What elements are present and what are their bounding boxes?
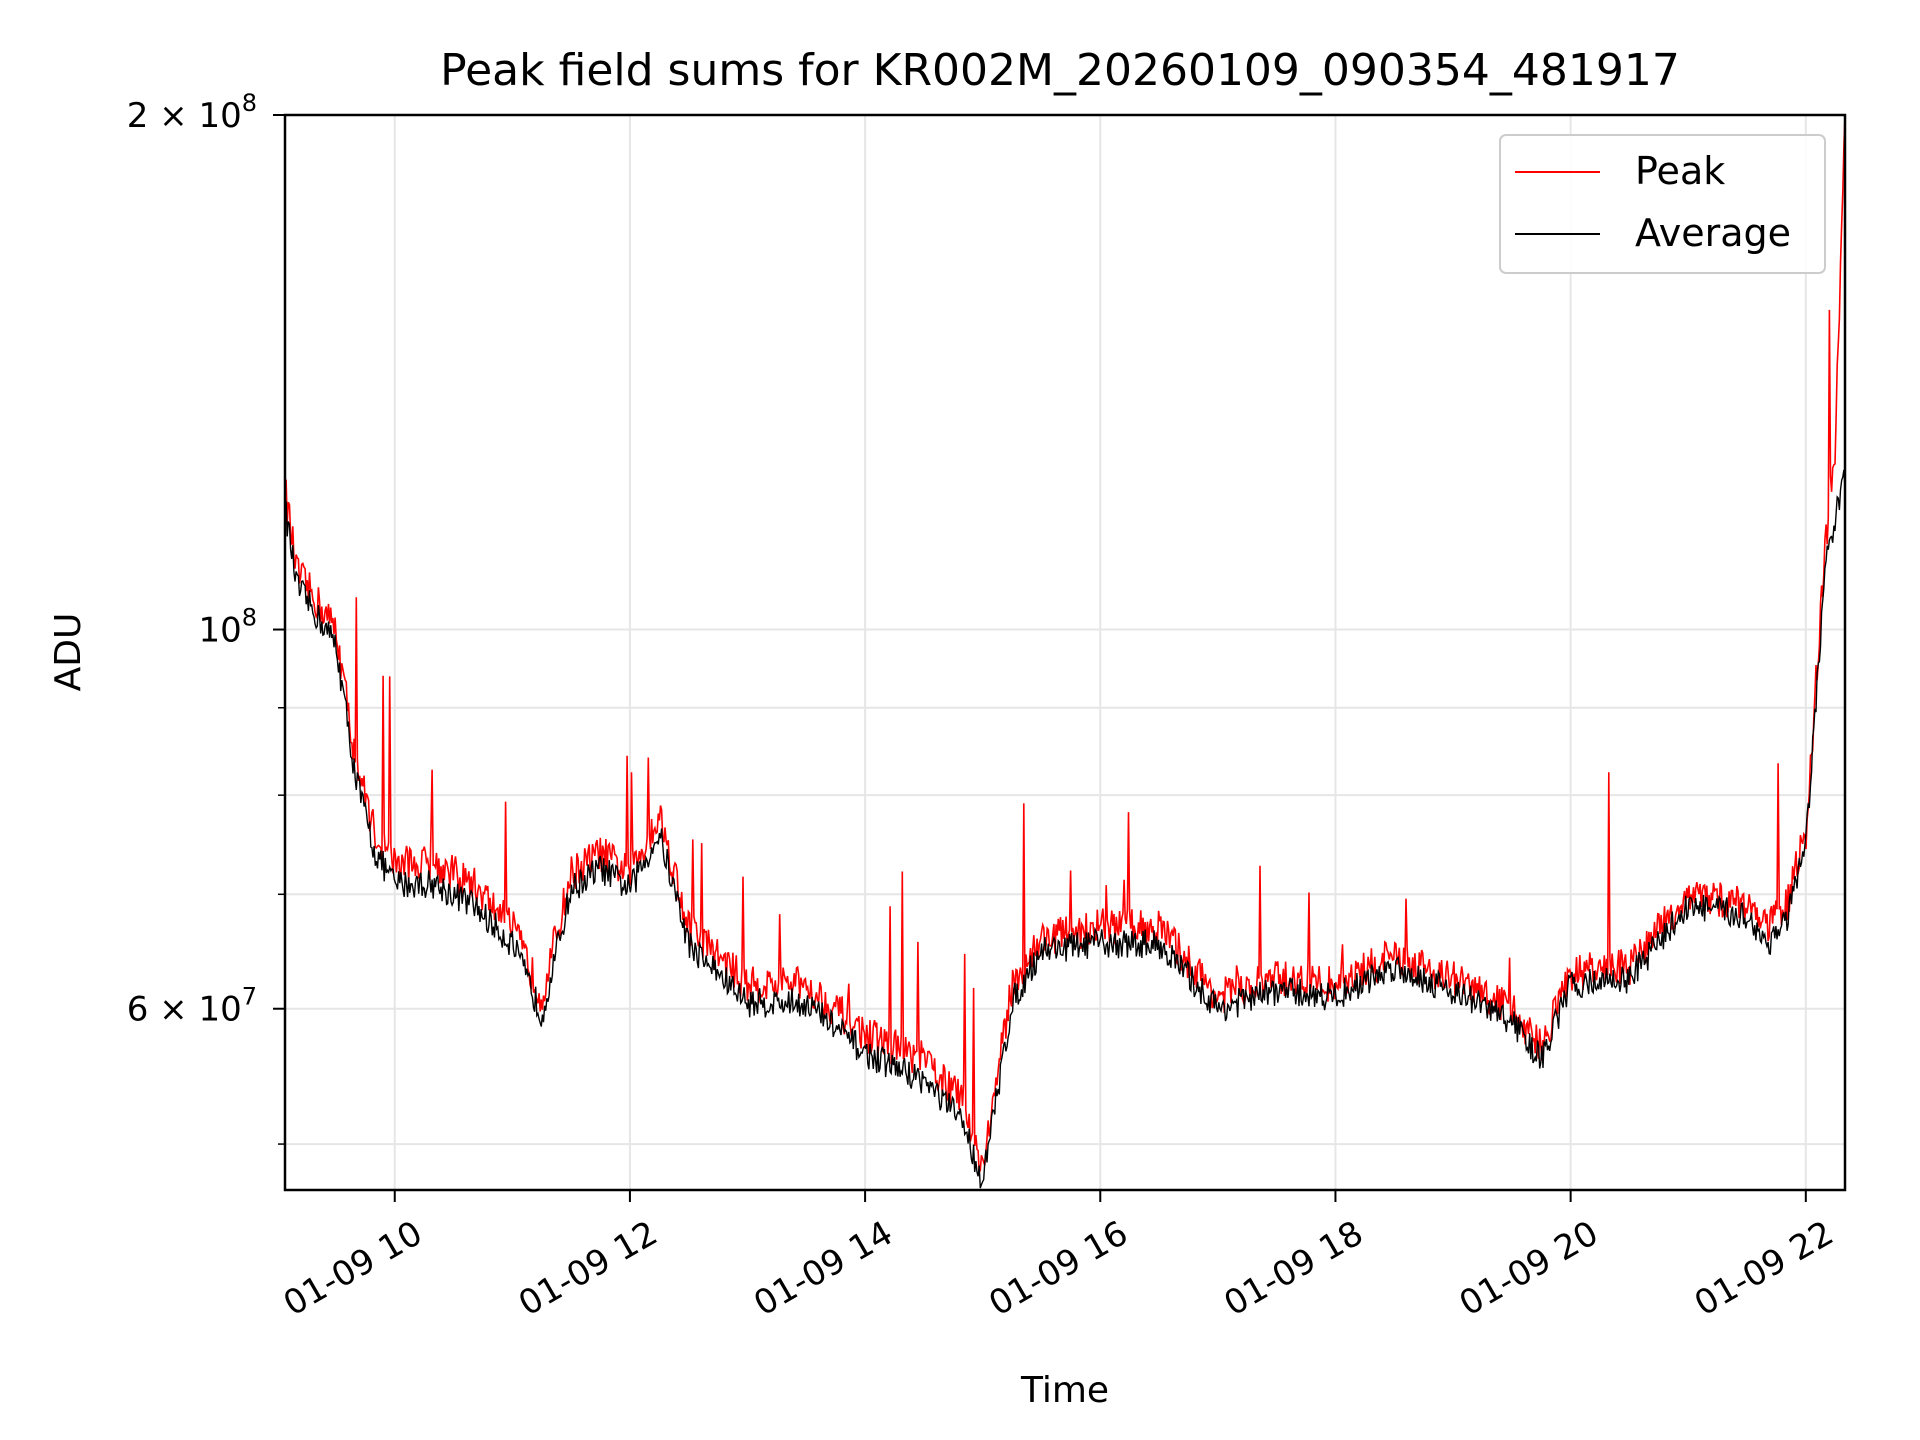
legend-box [1499,134,1826,274]
y-tick-label-exponent: 7 [242,983,257,1011]
y-tick-label-exponent: 8 [242,604,257,632]
series-layer [284,114,1846,1189]
chart-title: Peak field sums for KR002M_20260109_0903… [440,45,1680,96]
plot-area-frame [283,113,1847,1192]
legend: Peak Average [1499,134,1826,274]
y-tick-label: 2 × 108 [127,89,257,136]
y-tick-label-exponent: 8 [242,89,257,117]
y-axis-label: ADU [48,613,89,692]
series-line-peak [284,114,1846,1175]
y-tick-label: 6 × 107 [127,983,257,1030]
x-axis-label: Time [1020,1370,1109,1411]
legend-label-peak: Peak [1635,149,1725,193]
legend-label-average: Average [1635,211,1791,255]
series-line-average [284,469,1846,1189]
